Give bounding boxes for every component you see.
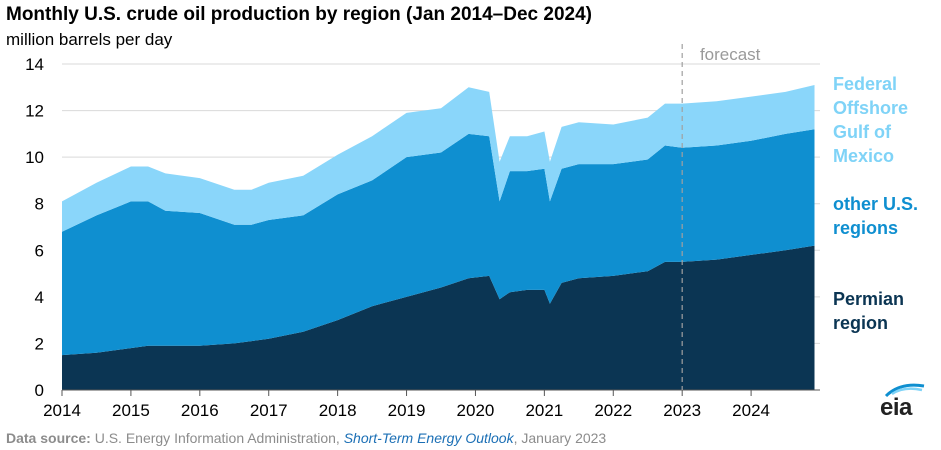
forecast-label: forecast [700,45,761,64]
axes: 0 2 4 6 8 10 12 14 2014 2015 2016 2017 2018 2019 2020 2… [25,55,820,420]
y-tick-label: 12 [25,102,44,121]
x-tick-label: 2022 [594,401,632,420]
legend-item: Federal Offshore Gulf of Mexico [833,74,908,166]
eia-logo[interactable]: eia [878,380,932,424]
legend-line: Gulf of [833,122,892,142]
source-date: , January 2023 [513,430,607,446]
x-tick-label: 2023 [663,401,701,420]
legend-item: other U.S. regions [833,194,918,238]
x-tick-label: 2015 [112,401,150,420]
y-tick-label: 2 [35,334,44,353]
legend-line: Offshore [833,98,908,118]
x-tick-label: 2014 [43,401,81,420]
series-area-permian-region [62,245,815,390]
y-tick-label: 4 [35,288,44,307]
x-tick-label: 2016 [181,401,219,420]
y-tick-label: 6 [35,241,44,260]
legend-line: region [833,313,888,333]
legend: Federal Offshore Gulf of Mexico other U.S. re… [833,74,918,333]
chart-title: Monthly U.S. crude oil production by reg… [6,4,592,25]
series-area-federal-offshore-gulf-of-mexico [62,85,815,232]
eia-logo-text: eia [880,394,912,421]
legend-item: Permian region [833,289,904,333]
source-publication-link[interactable]: Short-Term Energy Outlook [343,430,514,446]
eia-logo-icon [884,383,925,398]
x-tick-label: 2018 [319,401,357,420]
y-tick-label: 10 [25,148,44,167]
forecast-marker: forecast [681,44,761,390]
x-tick-label: 2019 [388,401,426,420]
y-tick-label: 0 [35,381,44,400]
source-agency: U.S. Energy Information Administration, [94,430,340,446]
legend-line: Permian [833,289,904,309]
stacked-areas [62,85,815,390]
series-area-other-u-s-regions [62,129,815,356]
x-tick-label: 2017 [250,401,288,420]
x-tick-label: 2020 [457,401,495,420]
legend-line: Federal [833,74,897,94]
chart-subtitle: million barrels per day [6,30,173,49]
x-tick-label: 2021 [525,401,563,420]
data-source-note: Data source: U.S. Energy Information Adm… [6,430,606,446]
x-tick-label: 2024 [732,401,770,420]
legend-line: other U.S. [833,194,918,214]
y-tick-label: 8 [35,195,44,214]
source-label: Data source: [6,430,91,446]
legend-line: regions [833,218,898,238]
y-tick-label: 14 [25,55,44,74]
legend-line: Mexico [833,146,894,166]
